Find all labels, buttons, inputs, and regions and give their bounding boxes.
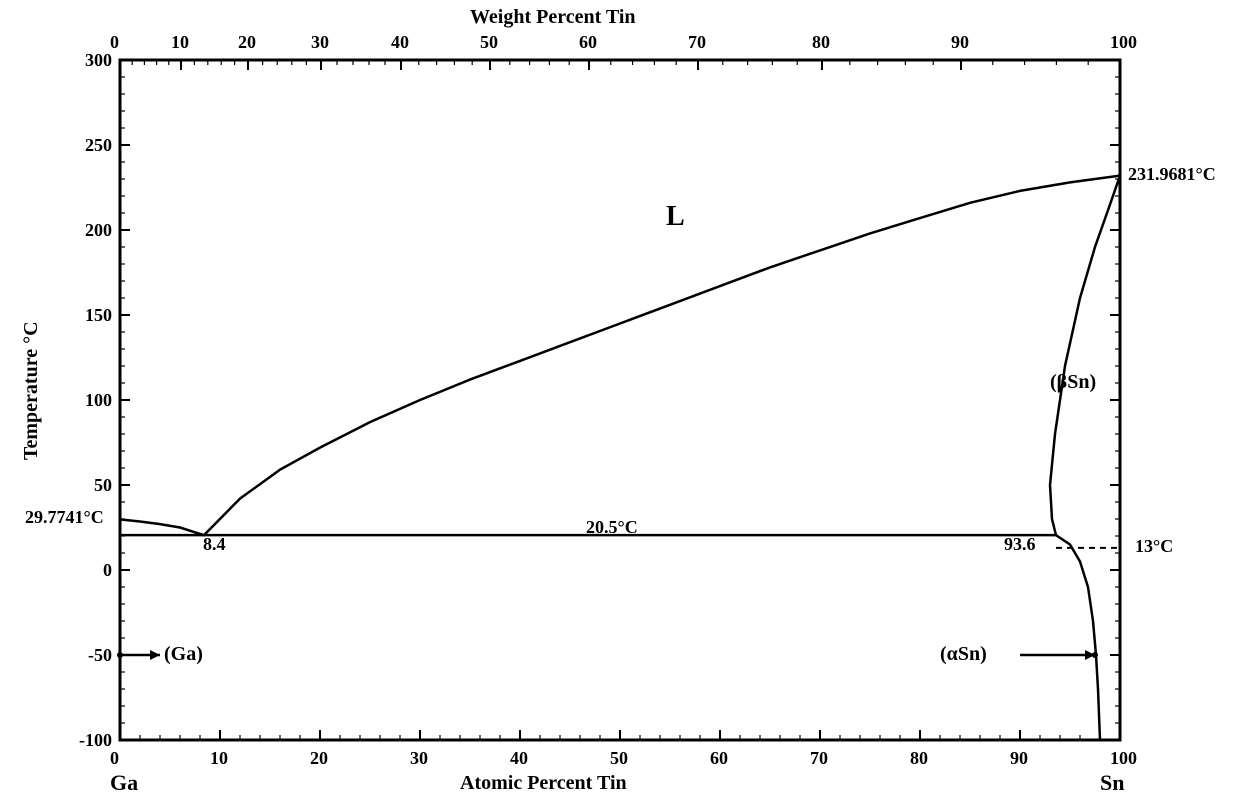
y-tick: 300 [85, 50, 112, 71]
x-tick-bottom: 50 [610, 748, 628, 769]
y-tick: 200 [85, 220, 112, 241]
annotation-pure_ga: 29.7741°C [25, 507, 104, 528]
annotation-alpha_sn: (αSn) [940, 643, 987, 666]
x-tick-bottom: 80 [910, 748, 928, 769]
x-tick-bottom: 70 [810, 748, 828, 769]
annotation-eutectic_temp: 20.5°C [586, 517, 638, 538]
x-tick-top: 80 [812, 32, 830, 53]
x-tick-top: 40 [391, 32, 409, 53]
x-tick-top: 20 [238, 32, 256, 53]
annotation-sn_solvus: 93.6 [1004, 534, 1036, 555]
x-tick-top: 70 [688, 32, 706, 53]
y-tick: 250 [85, 135, 112, 156]
annotation-L: L [666, 201, 685, 233]
x-tick-bottom: 10 [210, 748, 228, 769]
y-tick: 100 [85, 390, 112, 411]
x-tick-bottom: 40 [510, 748, 528, 769]
x-tick-top: 60 [579, 32, 597, 53]
y-tick: 50 [94, 475, 112, 496]
x-tick-bottom: 60 [710, 748, 728, 769]
annotation-pure_sn: 231.9681°C [1128, 164, 1216, 185]
y-tick: -100 [79, 730, 112, 751]
x-tick-bottom: 30 [410, 748, 428, 769]
x-tick-bottom: 0 [110, 748, 119, 769]
x-tick-top: 90 [951, 32, 969, 53]
annotation-thirteen: 13°C [1135, 536, 1173, 557]
x-tick-bottom: 90 [1010, 748, 1028, 769]
phase-diagram-chart: Weight Percent Tin Atomic Percent Tin Te… [0, 0, 1240, 804]
chart-svg [0, 0, 1240, 804]
x-tick-top: 100 [1110, 32, 1137, 53]
annotation-eutectic_comp: 8.4 [203, 534, 226, 555]
x-tick-bottom: 20 [310, 748, 328, 769]
annotation-beta_sn: (βSn) [1050, 371, 1096, 394]
x-tick-top: 50 [480, 32, 498, 53]
y-tick: -50 [88, 645, 112, 666]
x-tick-top: 30 [311, 32, 329, 53]
annotation-ga_phase: (Ga) [164, 643, 203, 666]
y-tick: 0 [103, 560, 112, 581]
y-tick: 150 [85, 305, 112, 326]
x-tick-top: 10 [171, 32, 189, 53]
x-tick-bottom: 100 [1110, 748, 1137, 769]
